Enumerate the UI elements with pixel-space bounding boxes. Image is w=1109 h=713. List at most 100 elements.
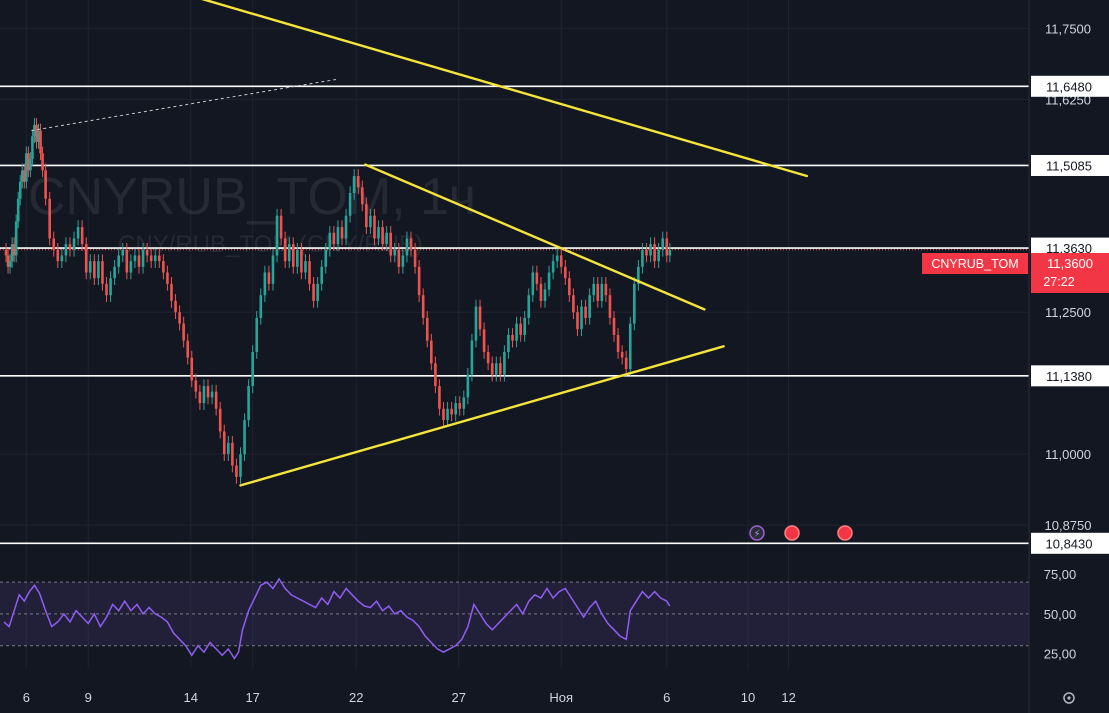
candle-down	[478, 306, 482, 330]
candle-down	[12, 244, 16, 256]
candle-up	[29, 158, 32, 171]
candle-down	[535, 272, 539, 284]
candle-up	[324, 249, 328, 267]
candles	[4, 118, 672, 484]
current-price-value: 11,3600	[1047, 256, 1093, 271]
candle-up	[668, 249, 672, 256]
candle-down	[182, 323, 185, 341]
time-axis[interactable]: 6 9 14 17 22 27 Ноя 6 10 12	[23, 690, 796, 705]
candle-down	[137, 255, 141, 267]
watermark-description: CNY/RUB_TOM (CNY/RUB)	[118, 231, 423, 258]
candle-up	[72, 238, 76, 250]
rsi-axis[interactable]: 75,00 50,00 25,00	[1044, 567, 1077, 662]
candle-up	[474, 306, 478, 341]
candle-up	[393, 249, 397, 256]
candle-down	[356, 175, 360, 188]
candle-up	[405, 238, 409, 256]
candle-up	[600, 283, 604, 301]
candle-up	[18, 181, 22, 199]
price-tick-label: 11,0000	[1045, 447, 1091, 462]
candle-up	[10, 244, 14, 262]
candle-down	[397, 249, 401, 267]
time-tick-label: 12	[781, 690, 795, 705]
candle-down	[41, 153, 44, 171]
candle-up	[97, 261, 100, 279]
trendline[interactable]	[364, 163, 706, 311]
time-tick-label: 10	[741, 690, 755, 705]
candle-down	[93, 261, 96, 279]
candle-down	[596, 283, 600, 301]
candle-up	[296, 249, 299, 267]
rsi-line	[3, 577, 671, 660]
candle-up	[121, 249, 125, 256]
candle-up	[551, 261, 555, 273]
candle-up	[543, 289, 547, 301]
candle-up	[385, 232, 388, 245]
candle-down	[186, 340, 190, 358]
trendline[interactable]	[109, 0, 809, 178]
candle-up	[76, 227, 80, 239]
candle-down	[511, 334, 514, 341]
candle-down	[198, 391, 202, 404]
current-price-label: CNYRUB_TOM 11,3600 27:22	[922, 253, 1109, 293]
time-tick-label: 17	[245, 690, 259, 705]
candle-down	[80, 227, 84, 245]
candle-down	[490, 363, 494, 375]
candle-down	[222, 431, 226, 455]
candle-up	[580, 306, 583, 330]
candle-down	[291, 244, 295, 267]
level-price-badge	[1031, 532, 1109, 554]
candle-down	[572, 295, 575, 313]
candle-down	[218, 408, 222, 432]
candle-up	[531, 272, 535, 296]
candle-down	[425, 317, 429, 341]
rsi-pane[interactable]	[0, 577, 1029, 660]
settings-gear-icon[interactable]	[1063, 692, 1075, 704]
candle-down	[665, 238, 669, 256]
candle-down	[576, 312, 579, 330]
candle-down	[612, 317, 616, 335]
earnings-event-icon[interactable]	[784, 525, 800, 541]
time-tick-label: 9	[85, 690, 92, 705]
candle-down	[125, 249, 129, 273]
candle-up	[227, 442, 230, 455]
rsi-tick-label: 25,00	[1044, 647, 1077, 662]
candle-up	[344, 215, 348, 239]
event-markers[interactable]: ⚡	[749, 525, 853, 541]
candle-down	[48, 198, 51, 239]
candle-up	[8, 261, 12, 267]
candle-down	[23, 170, 26, 182]
candle-up	[16, 198, 20, 222]
candle-down	[604, 283, 608, 296]
candle-up	[88, 261, 92, 273]
level-price-badge	[1031, 365, 1109, 387]
time-tick-label: 22	[349, 690, 363, 705]
candle-up	[109, 278, 112, 296]
candle-down	[340, 227, 344, 239]
time-tick-label: 6	[23, 690, 30, 705]
dividend-event-icon[interactable]	[749, 525, 765, 541]
candle-up	[649, 244, 652, 256]
price-tick-label: 10,8750	[1045, 518, 1092, 533]
candle-down	[360, 187, 364, 205]
candle-down	[608, 295, 612, 318]
candle-down	[300, 249, 303, 273]
candle-up	[633, 283, 636, 324]
candle-up	[628, 323, 632, 370]
horizontal-levels[interactable]	[0, 85, 1029, 545]
earnings-event-icon[interactable]	[837, 525, 853, 541]
candle-down	[645, 249, 648, 256]
level-price-label: 11,3630	[1046, 241, 1092, 256]
candle-up	[592, 283, 596, 296]
trendlines[interactable]	[0, 0, 1029, 487]
trendline[interactable]	[239, 345, 725, 487]
rsi-band	[0, 582, 1029, 646]
candle-down	[620, 351, 624, 358]
candle-up	[20, 170, 24, 182]
level-price-label: 11,6480	[1046, 79, 1092, 94]
candle-down	[68, 244, 72, 250]
level-price-badge	[1031, 75, 1109, 97]
candle-up	[243, 420, 246, 455]
